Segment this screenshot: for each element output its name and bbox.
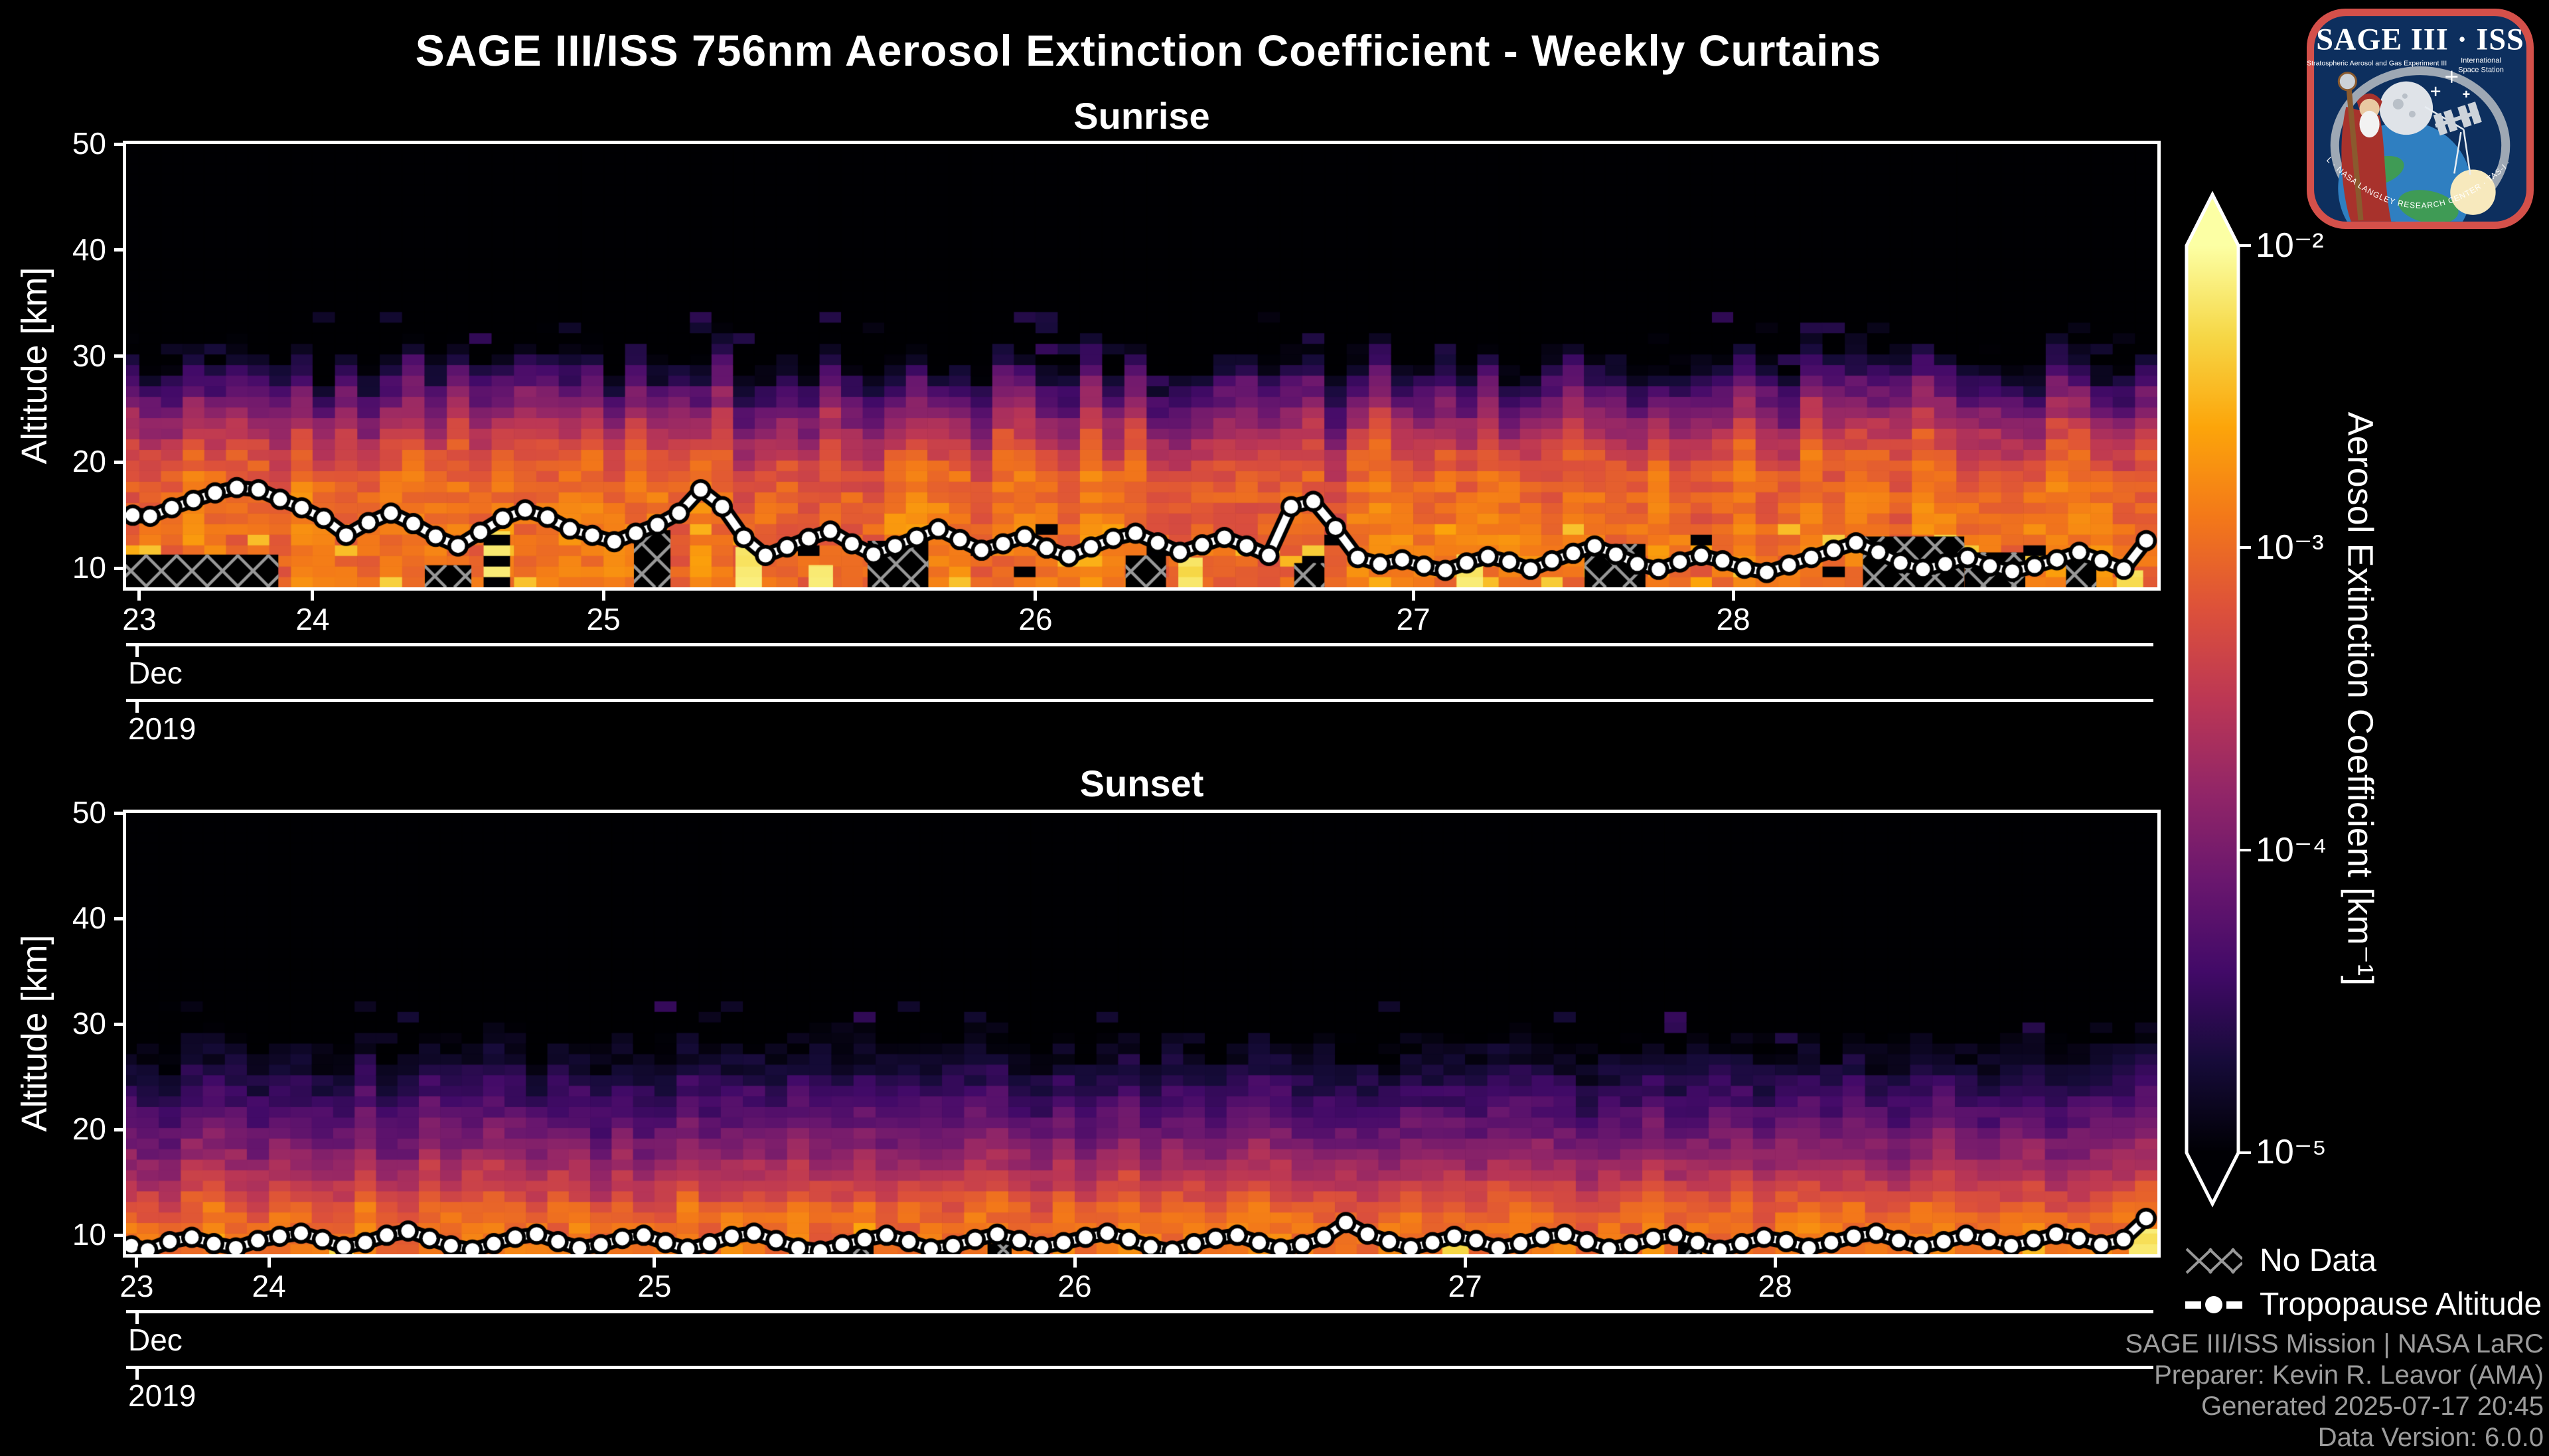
x-tick-label: 28 [1716, 602, 1750, 636]
month-axis-line [126, 643, 2153, 646]
x-tick [653, 1254, 657, 1268]
patch-subtitle-left: Stratospheric Aerosol and Gas Experiment… [2307, 60, 2447, 68]
x-tick-label: 25 [586, 602, 621, 636]
x-tick [1034, 587, 1038, 601]
x-tick-label: 26 [1057, 1269, 1092, 1303]
y-tick-label: 20 [72, 1112, 106, 1147]
figure-title: SAGE III/ISS 756nm Aerosol Extinction Co… [415, 26, 1882, 75]
year-axis-tick [135, 702, 139, 713]
month-axis-tick [135, 646, 139, 657]
y-tick-label: 10 [72, 550, 106, 585]
x-tick [1731, 587, 1735, 601]
no-data-hatch-icon [2185, 1247, 2242, 1274]
year-axis-line [126, 699, 2153, 702]
colorbar [2185, 190, 2251, 1208]
month-label: Dec [128, 1323, 183, 1357]
sunrise-heatmap-canvas [126, 144, 2157, 587]
y-tick [114, 1022, 126, 1026]
attribution-generated: Generated 2025-07-17 20:45 [2201, 1392, 2544, 1421]
y-tick [114, 1128, 126, 1131]
x-tick [1073, 1254, 1077, 1268]
x-tick [601, 587, 605, 601]
stars [2431, 70, 2470, 98]
tropopause-label: Tropopause Altitude [2260, 1287, 2542, 1322]
y-tick [114, 1233, 126, 1237]
y-tick [114, 142, 126, 146]
sunrise-curtain-plot [123, 141, 2161, 591]
x-tick-label: 25 [637, 1269, 672, 1303]
iss [2433, 102, 2482, 136]
x-tick [1773, 1254, 1777, 1268]
x-tick-label: 24 [252, 1269, 286, 1303]
colorbar-ticks [2238, 244, 2251, 1154]
moon [2379, 81, 2433, 135]
x-tick-label: 24 [295, 602, 330, 636]
legend-no-data: No Data [2185, 1242, 2376, 1279]
year-axis-line [126, 1366, 2153, 1369]
sunset-curtain-plot [123, 810, 2161, 1258]
x-tick-label: 23 [119, 1269, 154, 1303]
x-tick [137, 587, 141, 601]
y-tick-label: 10 [72, 1217, 106, 1252]
month-axis-tick [135, 1313, 139, 1324]
sunset-panel-title: Sunset [1079, 763, 1204, 804]
attribution-version: Data Version: 6.0.0 [2317, 1423, 2544, 1452]
x-tick [311, 587, 315, 601]
y-tick-label: 30 [72, 338, 106, 373]
patch-subtitle-right-2: Space Station [2458, 66, 2504, 74]
tropopause-line-icon [2185, 1295, 2242, 1313]
y-tick-label: 50 [72, 126, 106, 161]
y-tick-label: 40 [72, 232, 106, 267]
y-tick [114, 566, 126, 570]
sunset-heatmap-canvas [126, 813, 2157, 1254]
no-data-label: No Data [2260, 1243, 2377, 1278]
colorbar-tick-1e-2: 10⁻² [2256, 226, 2324, 265]
attribution-preparer: Preparer: Kevin R. Leavor (AMA) [2154, 1360, 2544, 1390]
x-tick [1463, 1254, 1467, 1268]
patch-title: SAGE III · ISS [2316, 23, 2524, 56]
legend-tropopause: Tropopause Altitude [2185, 1286, 2542, 1323]
colorbar-tick-1e-4: 10⁻⁴ [2256, 831, 2327, 869]
month-label: Dec [128, 656, 183, 690]
y-tick-label: 20 [72, 444, 106, 479]
patch-subtitle-right-1: International [2461, 57, 2501, 65]
y-tick [114, 460, 126, 464]
x-tick [267, 1254, 271, 1268]
colorbar-tick-1e-3: 10⁻³ [2256, 528, 2324, 567]
colorbar-bar [2185, 190, 2240, 1208]
y-tick [114, 811, 126, 815]
father-time-figure [2337, 72, 2392, 222]
x-tick-label: 27 [1396, 602, 1430, 636]
y-tick-label: 30 [72, 1006, 106, 1041]
year-label: 2019 [128, 1378, 196, 1413]
y-tick [114, 248, 126, 252]
sun [2450, 169, 2496, 215]
colorbar-tick-1e-5: 10⁻⁵ [2256, 1133, 2327, 1171]
attribution-mission: SAGE III/ISS Mission | NASA LaRC [2125, 1329, 2544, 1358]
x-tick-label: 23 [122, 602, 157, 636]
sunrise-panel-title: Sunrise [1073, 95, 1210, 137]
y-tick-label: 50 [72, 795, 106, 830]
x-tick-label: 27 [1448, 1269, 1482, 1303]
year-label: 2019 [128, 711, 196, 746]
x-tick [1411, 587, 1415, 601]
colorbar-title: Aerosol Extinction Coefficient [km⁻¹] [2340, 411, 2380, 986]
occultation-beams [2424, 106, 2471, 175]
year-axis-tick [135, 1369, 139, 1380]
month-axis-line [126, 1310, 2153, 1313]
attribution-block: SAGE III/ISS Mission | NASA LaRC Prepare… [2125, 1331, 2544, 1456]
x-tick-label: 26 [1018, 602, 1053, 636]
y-tick [114, 354, 126, 358]
x-tick [135, 1254, 139, 1268]
y-tick-label: 40 [72, 901, 106, 936]
sage-iii-iss-mission-patch: SAGE III · ISS Stratospheric Aerosol and… [2305, 7, 2534, 229]
x-tick-label: 28 [1758, 1269, 1792, 1303]
y-tick [114, 916, 126, 920]
